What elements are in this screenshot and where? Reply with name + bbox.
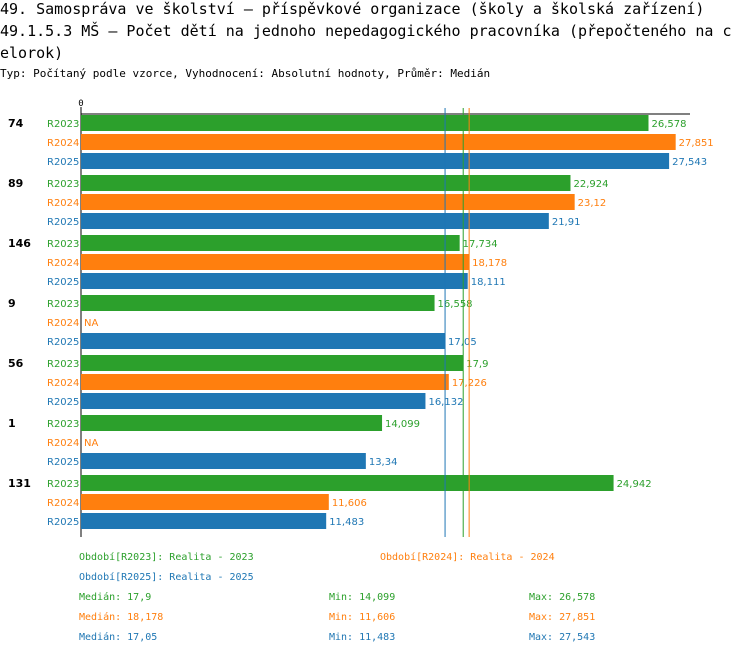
- bar: [81, 453, 366, 469]
- bar: [81, 254, 470, 270]
- legend-max: Max: 27,543: [529, 632, 595, 643]
- series-label: R2024: [47, 378, 79, 389]
- bar: [81, 134, 676, 150]
- legend-period: Období[R2025]: Realita - 2025: [79, 571, 254, 583]
- legend-max: Max: 27,851: [529, 612, 595, 623]
- series-label: R2025: [47, 517, 79, 528]
- legend-period: Období[R2023]: Realita - 2023: [79, 551, 254, 563]
- bar: [81, 153, 670, 169]
- axis-zero-label: 0: [78, 99, 83, 109]
- series-label: R2023: [47, 119, 79, 130]
- series-label: R2025: [47, 457, 79, 468]
- series-label: R2024: [47, 318, 79, 329]
- chart-title-line-2: 49.1.5.3 MŠ – Počet dětí na jednoho nepe…: [0, 22, 732, 40]
- group-label: 89: [8, 177, 23, 190]
- legend-median: Medián: 17,05: [79, 631, 157, 643]
- bar: [81, 494, 329, 510]
- data-label: 18,178: [472, 258, 507, 269]
- data-label: 17,9: [466, 359, 488, 370]
- data-label: 13,34: [369, 457, 398, 468]
- series-label: R2024: [47, 498, 79, 509]
- chart-subtitle: Typ: Počítaný podle vzorce, Vyhodnocení:…: [0, 67, 491, 80]
- bar: [81, 235, 460, 251]
- group-label: 131: [8, 477, 31, 490]
- data-label: 22,924: [573, 179, 608, 190]
- series-label: R2023: [47, 299, 79, 310]
- group-label: 74: [8, 117, 24, 130]
- data-label: 17,734: [463, 239, 498, 250]
- data-label: 27,543: [672, 157, 707, 168]
- series-label: R2023: [47, 179, 79, 190]
- data-label: 11,483: [329, 517, 364, 528]
- bar: [81, 333, 446, 349]
- data-label: 23,12: [578, 198, 607, 209]
- data-label: 11,606: [332, 498, 367, 509]
- legend-median: Medián: 18,178: [79, 611, 163, 623]
- data-label: 16,558: [438, 299, 473, 310]
- bar: [81, 175, 571, 191]
- bar: [81, 213, 549, 229]
- data-label: NA: [84, 438, 98, 449]
- series-label: R2023: [47, 479, 79, 490]
- chart-title-line-1: 49. Samospráva ve školství – příspěvkové…: [0, 0, 705, 18]
- legend-period: Období[R2024]: Realita - 2024: [380, 551, 555, 563]
- series-label: R2024: [47, 138, 79, 149]
- series-label: R2023: [47, 239, 79, 250]
- series-label: R2025: [47, 337, 79, 348]
- series-label: R2024: [47, 258, 79, 269]
- data-label: 18,111: [471, 277, 506, 288]
- data-label: 27,851: [679, 138, 714, 149]
- bar: [81, 475, 614, 491]
- legend-max: Max: 26,578: [529, 592, 595, 603]
- group-label: 1: [8, 417, 16, 430]
- data-label: 26,578: [652, 119, 687, 130]
- series-label: R2025: [47, 277, 79, 288]
- series-label: R2023: [47, 359, 79, 370]
- bar: [81, 374, 449, 390]
- data-label: 21,91: [552, 217, 581, 228]
- data-label: 14,099: [385, 419, 420, 430]
- legend-median: Medián: 17,9: [79, 591, 151, 603]
- group-label: 9: [8, 297, 16, 310]
- bar: [81, 393, 426, 409]
- legend-min: Min: 11,606: [329, 612, 395, 623]
- series-label: R2024: [47, 438, 79, 449]
- legend-min: Min: 11,483: [329, 632, 395, 643]
- series-label: R2025: [47, 157, 79, 168]
- chart-title-line-3: elorok): [0, 44, 64, 62]
- data-label: 24,942: [617, 479, 652, 490]
- group-label: 56: [8, 357, 24, 370]
- series-label: R2023: [47, 419, 79, 430]
- bar: [81, 355, 464, 371]
- bar: [81, 273, 468, 289]
- bar: [81, 194, 575, 210]
- group-label: 146: [8, 237, 31, 250]
- bar: [81, 415, 383, 431]
- data-label: NA: [84, 318, 98, 329]
- bar: [81, 295, 435, 311]
- bar: [81, 115, 649, 131]
- series-label: R2025: [47, 217, 79, 228]
- data-label: 17,05: [448, 337, 477, 348]
- series-label: R2024: [47, 198, 79, 209]
- series-label: R2025: [47, 397, 79, 408]
- legend-min: Min: 14,099: [329, 592, 395, 603]
- bar: [81, 513, 327, 529]
- data-label: 16,132: [428, 397, 463, 408]
